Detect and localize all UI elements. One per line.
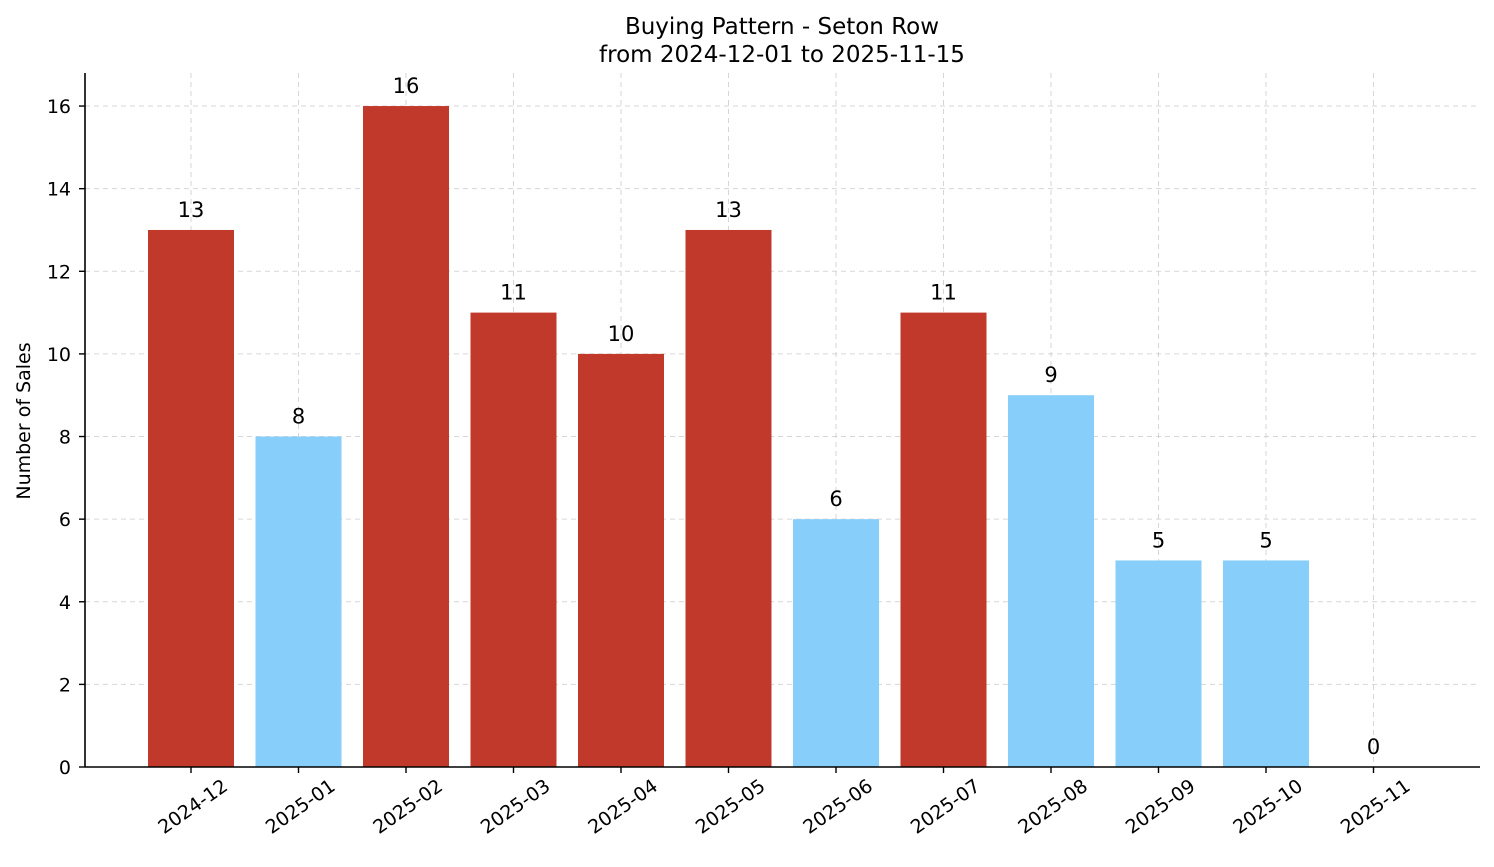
bars-layer [148, 106, 1309, 768]
bar-2025-08 [1008, 395, 1094, 767]
x-tick-label: 2025-02 [369, 775, 447, 839]
x-tick-label: 2025-07 [907, 775, 985, 839]
bar-value-label: 11 [930, 281, 957, 305]
bar-value-label: 5 [1259, 528, 1272, 552]
bar-value-label: 16 [393, 74, 420, 98]
bar-2025-03 [470, 312, 557, 767]
x-tick-label: 2025-05 [692, 775, 770, 839]
y-tick-label: 6 [59, 509, 71, 531]
chart-subtitle: from 2024-12-01 to 2025-11-15 [599, 42, 965, 68]
y-tick-label: 2 [59, 674, 71, 696]
x-tick-label: 2025-08 [1014, 775, 1092, 839]
y-tick-label: 16 [47, 96, 71, 118]
x-tick-label: 2024-12 [154, 775, 232, 839]
x-tick-label: 2025-11 [1337, 775, 1415, 839]
bar-2025-01 [255, 436, 342, 767]
y-axis-label: Number of Sales [13, 342, 35, 499]
bar-2025-04 [578, 353, 664, 767]
bar-2025-06 [793, 519, 879, 767]
bar-2025-05 [685, 229, 772, 767]
x-tick-label: 2025-04 [584, 775, 662, 839]
bar-value-label: 13 [715, 198, 742, 222]
bar-value-label: 13 [178, 198, 205, 222]
y-tick-label: 10 [47, 344, 71, 366]
x-tick-label: 2025-10 [1229, 775, 1307, 839]
bar-2024-12 [148, 229, 234, 767]
x-tick-label: 2025-03 [477, 775, 555, 839]
x-tick-label: 2025-06 [799, 775, 877, 839]
bar-value-label: 10 [608, 322, 635, 346]
bar-value-label: 0 [1367, 735, 1380, 759]
bar-value-label: 8 [292, 405, 305, 429]
bar-2025-07 [900, 312, 987, 767]
bar-2025-09 [1115, 560, 1202, 767]
bar-value-label: 9 [1044, 363, 1057, 387]
y-tick-label: 0 [59, 757, 71, 779]
y-tick-label: 12 [47, 261, 71, 283]
bar-value-label: 5 [1152, 528, 1165, 552]
x-tick-label: 2025-09 [1122, 775, 1200, 839]
y-tick-label: 14 [47, 179, 71, 201]
bar-2025-10 [1223, 560, 1309, 767]
chart-title: Buying Pattern - Seton Row [625, 14, 939, 40]
y-tick-label: 8 [59, 427, 71, 449]
y-tick-label: 4 [59, 592, 71, 614]
x-tick-label: 2025-01 [262, 775, 340, 839]
bar-value-label: 6 [829, 487, 842, 511]
data-labels-layer: 13 8 16 11 10 13 6 11 9 5 5 0 [178, 74, 1381, 759]
bar-2025-02 [363, 106, 449, 768]
bar-value-label: 11 [500, 281, 527, 305]
